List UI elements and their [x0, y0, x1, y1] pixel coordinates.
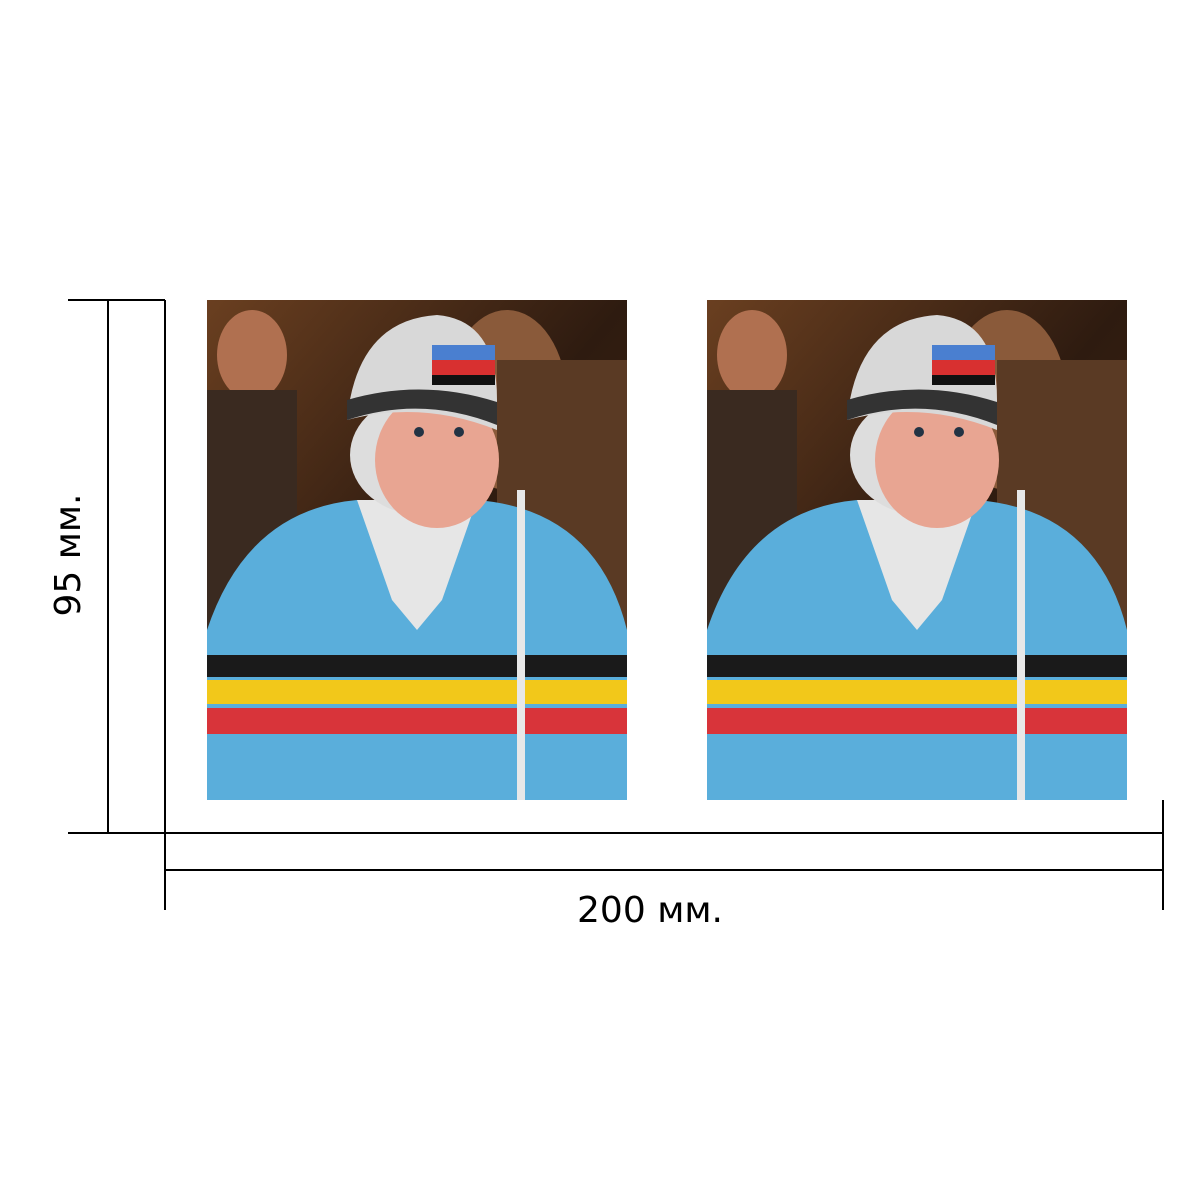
- height-label: 95 мм.: [48, 493, 89, 616]
- photo: [707, 300, 1127, 800]
- width-label: 200 мм.: [577, 890, 723, 931]
- photo: [207, 300, 627, 800]
